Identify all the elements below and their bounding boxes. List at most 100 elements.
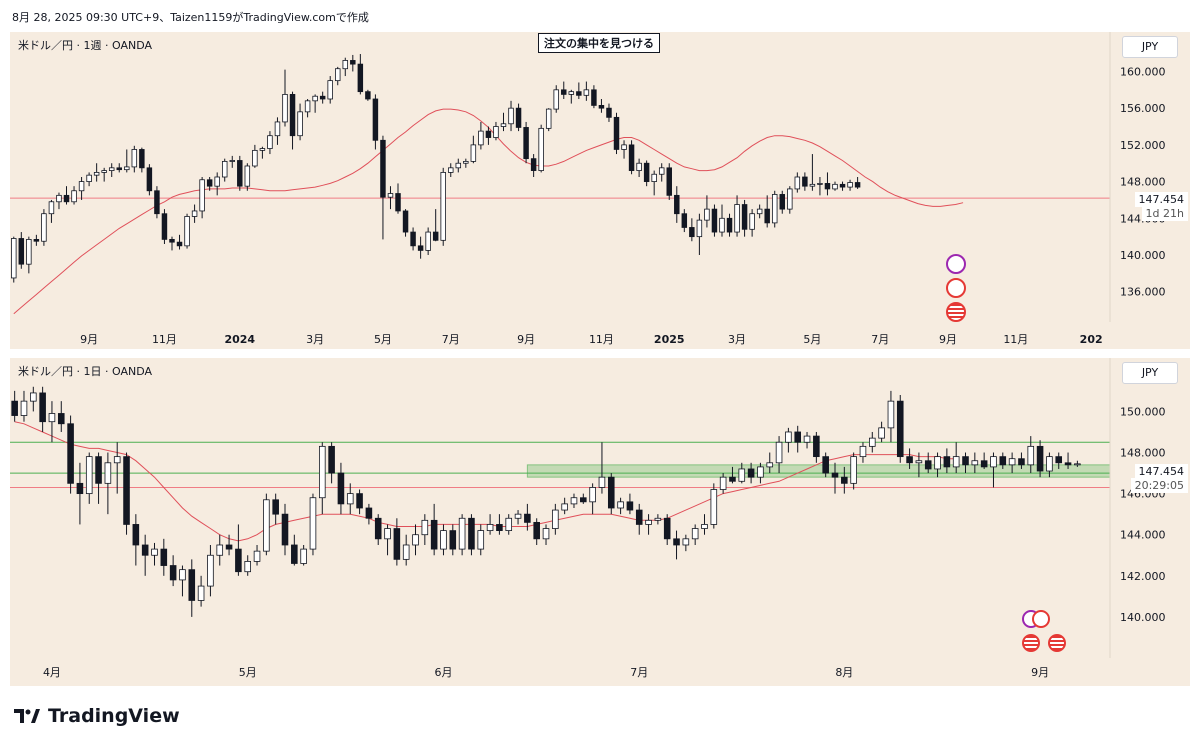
candle: [775, 436, 783, 474]
candle: [274, 117, 281, 145]
weekly-chart-svg[interactable]: 160.000156.000152.000148.000144.000140.0…: [10, 32, 1190, 349]
candle: [850, 452, 857, 490]
candle-body-up: [542, 528, 550, 540]
candle: [710, 483, 718, 529]
candle-body-up: [701, 524, 708, 529]
x-tick-label: 7月: [442, 333, 460, 346]
candle-body-up: [312, 95, 318, 102]
candle-body-up: [48, 413, 56, 423]
candle: [425, 227, 431, 256]
candle-body-down: [906, 456, 913, 464]
candle: [124, 149, 130, 173]
candle-body-up: [817, 183, 823, 185]
candle: [384, 524, 391, 556]
candle-body-down: [824, 183, 831, 190]
candle-body-up: [425, 231, 431, 251]
candle: [151, 542, 158, 566]
candle-body-down: [356, 493, 363, 509]
candle: [318, 442, 326, 515]
candle-body-up: [654, 517, 662, 521]
candle: [868, 431, 876, 453]
y-tick-label: 152.000: [1120, 139, 1166, 152]
candle: [78, 177, 85, 200]
candle-body-down: [272, 499, 279, 515]
candle-body-up: [93, 172, 100, 176]
us-flag-event-icon-daily[interactable]: [1022, 634, 1040, 652]
weekly-last-price: 147.454: [1134, 192, 1188, 207]
currency-button-daily[interactable]: JPY: [1122, 362, 1178, 384]
candle-body-up: [636, 162, 642, 171]
order-zone: [526, 464, 1111, 478]
candle: [486, 514, 494, 535]
candle-body-down: [606, 107, 612, 118]
candle-body-down: [39, 392, 46, 423]
jp-event-icon[interactable]: [946, 278, 966, 298]
candle: [448, 163, 454, 177]
candle-body-down: [747, 468, 755, 478]
candle-body-up: [617, 501, 624, 509]
candle: [417, 236, 424, 259]
candle: [327, 76, 333, 104]
jp-event-icon-daily[interactable]: [1032, 610, 1050, 628]
candle: [971, 452, 979, 474]
candle-body-up: [309, 497, 317, 550]
candle: [48, 401, 56, 443]
candle: [1027, 436, 1035, 474]
candle-body-down: [980, 460, 988, 468]
daily-last-price: 147.454: [1134, 464, 1188, 479]
candle: [282, 69, 288, 127]
x-tick-label: 2025: [654, 333, 685, 346]
daily-chart-pane[interactable]: 150.000 148.000 146.000 144.000 142.000 140.0…: [10, 358, 1190, 686]
daily-chart-svg[interactable]: 150.000148.000146.000144.000142.000140.0…: [10, 358, 1190, 686]
candle: [199, 177, 205, 219]
y-tick-label: 160.000: [1120, 65, 1166, 78]
lightning-event-icon[interactable]: [946, 254, 966, 274]
us-flag-event-icon-daily-2[interactable]: [1048, 634, 1066, 652]
candle: [160, 538, 168, 576]
candle: [779, 190, 785, 214]
candle-body-down: [607, 476, 615, 509]
candle-body-up: [868, 437, 876, 447]
candle: [11, 236, 17, 283]
candle: [552, 503, 559, 535]
candle-body-down: [132, 524, 140, 546]
candle-body-down: [626, 501, 634, 511]
us-flag-event-icon[interactable]: [946, 302, 966, 322]
candle-body-down: [154, 190, 160, 215]
candle: [141, 534, 149, 576]
candle-body-up: [229, 160, 235, 162]
tradingview-logo[interactable]: TradingView: [14, 705, 180, 727]
currency-button[interactable]: JPY: [1122, 36, 1178, 58]
candle-body-down: [711, 208, 718, 233]
candle: [1008, 452, 1016, 474]
candle: [500, 112, 507, 132]
candle: [67, 415, 74, 494]
candle-body-down: [395, 193, 401, 212]
candle: [319, 91, 326, 104]
candle: [764, 195, 770, 228]
candle: [380, 135, 386, 240]
candle-body-down: [673, 538, 680, 546]
candle: [477, 524, 485, 556]
candle-body-down: [380, 139, 386, 198]
candle-body-down: [779, 194, 785, 210]
candle: [990, 452, 997, 488]
candle: [86, 172, 92, 187]
candle-body-down: [176, 241, 183, 247]
candle-body-up: [104, 462, 112, 484]
candle: [169, 236, 175, 251]
candle: [71, 186, 77, 205]
candle: [20, 390, 28, 422]
candle-body-up: [253, 550, 261, 562]
candle-body-up: [282, 94, 288, 123]
candle-body-up: [621, 144, 627, 150]
candle: [673, 530, 680, 560]
candle: [794, 172, 801, 193]
moving-average-line: [14, 421, 957, 542]
candle: [794, 425, 802, 453]
weekly-chart-pane[interactable]: 160.000156.000152.000148.000144.000140.0…: [10, 32, 1190, 349]
candle-body-down: [943, 456, 951, 468]
candle-body-down: [598, 105, 605, 109]
candle-body-up: [113, 456, 121, 464]
candle: [906, 448, 913, 469]
